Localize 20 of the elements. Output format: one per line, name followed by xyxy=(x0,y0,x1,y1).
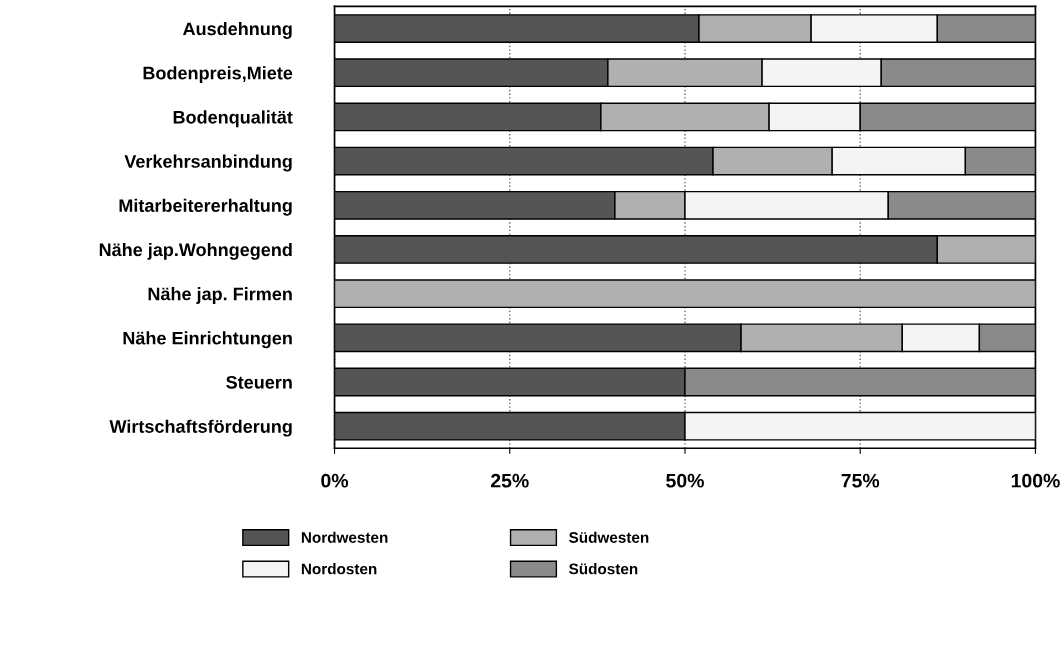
legend-label: Nordosten xyxy=(301,563,377,575)
bar xyxy=(334,279,1036,309)
y-tick-label: Nähe Einrichtungen xyxy=(123,331,292,349)
y-tick-label: Bodenpreis,Miete xyxy=(143,66,293,84)
y-tick-label: Verkehrsanbindung xyxy=(124,154,292,172)
x-tick-label: 0% xyxy=(321,473,349,488)
legend-label: Nordwesten xyxy=(301,531,388,543)
legend-label: Südosten xyxy=(569,563,638,575)
x-tick-label: 75% xyxy=(841,473,880,488)
y-tick-label: Wirtschaftsförderung xyxy=(109,419,292,437)
y-tick-label: Bodenqualität xyxy=(173,110,293,128)
y-tick-label: Steuern xyxy=(226,375,292,389)
legend-label: Südwesten xyxy=(569,531,649,543)
y-tick-label: Ausdehnung xyxy=(183,22,292,39)
x-tick-label: 50% xyxy=(666,473,704,488)
y-tick-label: Nähe jap.Wohngegend xyxy=(99,242,292,260)
y-tick-label: Mitarbeitererhaltung xyxy=(119,198,292,216)
y-tick-label: Nähe jap. Firmen xyxy=(148,287,292,304)
x-tick-label: 25% xyxy=(490,473,529,488)
x-tick-label: 100% xyxy=(1011,473,1060,488)
